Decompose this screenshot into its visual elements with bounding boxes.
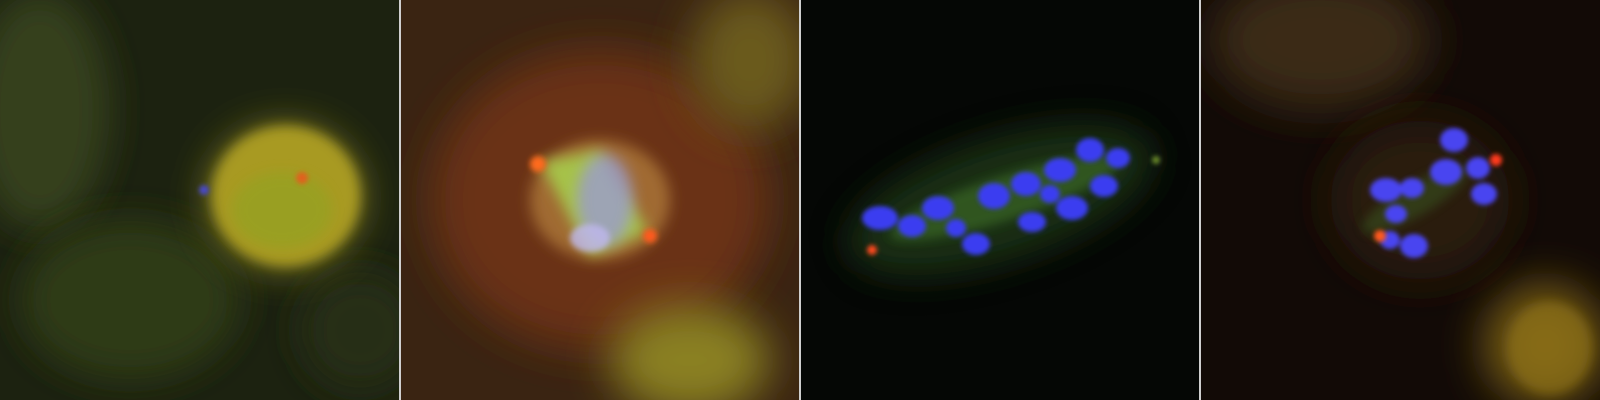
panel-1-centromere-dot bbox=[296, 172, 308, 184]
panel-3-chromosome bbox=[922, 196, 954, 220]
panel-3-chromosome bbox=[1011, 172, 1041, 196]
panel-2-chromatin bbox=[577, 154, 633, 246]
panel-3-pole-dot bbox=[1152, 156, 1160, 164]
panel-3-chromosome bbox=[962, 233, 990, 255]
panel-3-chromosome bbox=[898, 215, 926, 237]
panel-4-chromosome bbox=[1400, 234, 1428, 258]
panel-1-haze-right bbox=[300, 270, 400, 390]
panel-4-chromosome bbox=[1385, 205, 1407, 223]
panel-4-chromosome bbox=[1400, 178, 1424, 198]
micrograph-panel-2 bbox=[400, 0, 800, 400]
panel-divider-1 bbox=[399, 0, 401, 400]
panel-4-chromosome bbox=[1430, 159, 1462, 185]
panel-4-centromere-dot-lower bbox=[1374, 230, 1386, 242]
panel-3-chromosome bbox=[946, 219, 966, 237]
panel-1-haze-left bbox=[0, 0, 110, 230]
panel-4-centromere-dot-upper bbox=[1490, 154, 1502, 166]
panel-4-chromosome bbox=[1471, 183, 1497, 205]
panel-4-neighbor-cell-bottom-core bbox=[1508, 302, 1592, 394]
panel-1-dna-dot bbox=[199, 185, 209, 195]
micrograph-panel-3 bbox=[800, 0, 1200, 400]
panel-2-image bbox=[400, 0, 800, 400]
panel-4-neighbor-cell-top bbox=[1210, 0, 1430, 110]
panel-4-image bbox=[1200, 0, 1600, 400]
panel-3-chromosome bbox=[1106, 148, 1130, 168]
panel-4-chromosome bbox=[1440, 128, 1468, 152]
micrograph-panel-1 bbox=[0, 0, 400, 400]
panel-2-neighbor-cell-top bbox=[690, 0, 800, 130]
panel-3-centromere-dot bbox=[867, 245, 877, 255]
panel-3-chromosome bbox=[1076, 138, 1104, 162]
panel-4-chromosome bbox=[1370, 178, 1402, 202]
panel-divider-2 bbox=[799, 0, 801, 400]
panel-1-haze-bottom bbox=[20, 220, 240, 380]
panel-2-pole-left bbox=[530, 156, 546, 172]
panel-2-neighbor-cell-bottom bbox=[610, 305, 770, 400]
panel-3-chromosome bbox=[1040, 185, 1060, 203]
panel-3-chromosome bbox=[1018, 212, 1046, 232]
panel-3-chromosome bbox=[862, 206, 898, 230]
panel-3-chromosome bbox=[1044, 158, 1076, 182]
panel-1-image bbox=[0, 0, 400, 400]
panel-3-image bbox=[800, 0, 1200, 400]
panel-4-chromosomes bbox=[1370, 128, 1497, 258]
panel-4-chromosome bbox=[1466, 157, 1490, 179]
panel-divider-3 bbox=[1199, 0, 1201, 400]
panel-1-cell-inner bbox=[232, 172, 332, 248]
panel-3-chromosomes bbox=[862, 138, 1130, 255]
panel-2-pole-right bbox=[643, 229, 657, 243]
panel-3-chromosome bbox=[1090, 175, 1118, 197]
panel-3-chromosome bbox=[978, 183, 1010, 209]
panel-3-chromosome bbox=[1056, 196, 1088, 220]
micrograph-panel-4 bbox=[1200, 0, 1600, 400]
panel-2-chromatin-lower bbox=[570, 224, 610, 252]
